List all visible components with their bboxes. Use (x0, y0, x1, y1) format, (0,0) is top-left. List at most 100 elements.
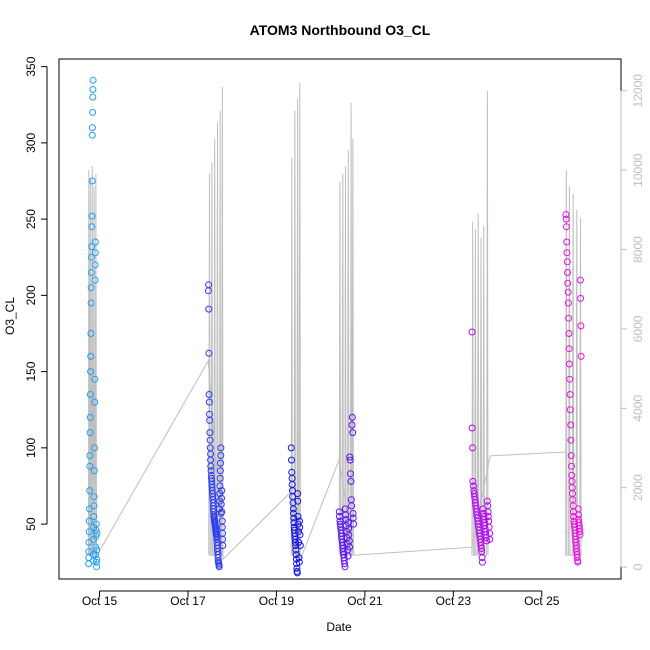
data-point (575, 511, 582, 519)
data-point (346, 456, 354, 464)
data-point (562, 215, 570, 223)
data-point (347, 470, 354, 478)
data-point (87, 284, 95, 292)
data-points-layer (85, 76, 585, 577)
altitude-trace (290, 82, 301, 556)
data-point (204, 287, 212, 295)
data-point (468, 424, 476, 432)
data-point (564, 269, 571, 276)
data-point (483, 497, 491, 505)
y-tick-label: 350 (24, 56, 38, 76)
data-point (347, 477, 355, 485)
data-point (89, 108, 97, 116)
data-point (482, 534, 490, 542)
x-tick-label: Oct 17 (170, 594, 206, 608)
data-point (91, 444, 98, 452)
y-axis-left: 50 100 150 200 250 300 350 (24, 56, 48, 531)
data-point (577, 352, 585, 360)
data-point (576, 276, 584, 284)
data-point (296, 523, 304, 531)
chart-title: ATOM3 Northbound O3_CL (250, 22, 431, 38)
data-point (470, 482, 477, 490)
y-tick-label: 50 (24, 517, 38, 531)
data-point (346, 543, 353, 551)
y2-tick-label: 0 (631, 563, 645, 570)
y-axis-right: 0 2000 4000 6000 8000 10000 12000 (620, 74, 645, 570)
data-point (341, 560, 349, 568)
data-point (90, 502, 98, 510)
altitude-trace (565, 170, 582, 556)
data-point (341, 563, 349, 571)
data-point (89, 76, 97, 84)
data-point (207, 462, 215, 470)
data-point (346, 453, 354, 461)
data-point (216, 474, 224, 482)
data-point (218, 487, 226, 495)
data-point (295, 554, 303, 562)
x-tick-label: Oct 25 (524, 594, 560, 608)
data-point (92, 543, 100, 551)
data-point (349, 509, 357, 517)
data-point (90, 467, 98, 475)
data-point (87, 352, 95, 360)
y-tick-label: 150 (24, 361, 38, 381)
y2-tick-label: 4000 (631, 395, 645, 422)
data-point (205, 398, 213, 406)
data-point (296, 542, 304, 549)
data-point (349, 429, 357, 437)
data-point (217, 444, 225, 452)
data-point (86, 429, 94, 437)
data-point (567, 452, 575, 459)
transit-line-layer (96, 359, 566, 562)
data-point (566, 406, 574, 414)
x-tick-label: Oct 15 (82, 594, 118, 608)
data-point (88, 243, 96, 251)
data-point (91, 249, 99, 257)
data-point (478, 558, 486, 566)
data-point (92, 558, 100, 566)
y-axis-label: O3_CL (3, 297, 17, 335)
data-point (348, 421, 356, 429)
data-point (570, 513, 578, 520)
data-point (86, 452, 94, 459)
data-point (205, 391, 213, 398)
data-point (91, 276, 99, 284)
data-point (93, 546, 101, 554)
data-point (216, 482, 224, 490)
data-point (565, 360, 573, 368)
data-point (469, 444, 477, 452)
data-point (567, 436, 575, 444)
data-point (85, 517, 93, 525)
data-point (87, 269, 95, 276)
data-point (293, 569, 301, 577)
data-point (217, 452, 225, 459)
data-point (93, 555, 101, 563)
data-point (294, 490, 302, 498)
data-point (93, 529, 101, 537)
data-point (574, 558, 582, 566)
data-point (87, 368, 95, 376)
y2-tick-label: 10000 (631, 153, 645, 187)
data-point (293, 564, 301, 572)
data-point (86, 487, 94, 495)
data-point (85, 528, 93, 536)
y-tick-label: 250 (24, 209, 38, 229)
data-point (295, 558, 303, 566)
data-point (564, 299, 572, 307)
data-point (573, 554, 581, 562)
data-point (577, 322, 585, 330)
y2-tick-label: 8000 (631, 236, 645, 263)
data-point (468, 328, 476, 336)
data-point (478, 545, 485, 552)
data-point (89, 93, 97, 101)
data-point (564, 288, 572, 296)
data-point (568, 462, 575, 470)
data-point (562, 223, 570, 231)
data-point (88, 131, 96, 139)
data-point (288, 456, 295, 464)
data-point (89, 551, 97, 559)
data-point (216, 467, 224, 475)
data-point (91, 238, 99, 246)
data-point (469, 477, 477, 485)
